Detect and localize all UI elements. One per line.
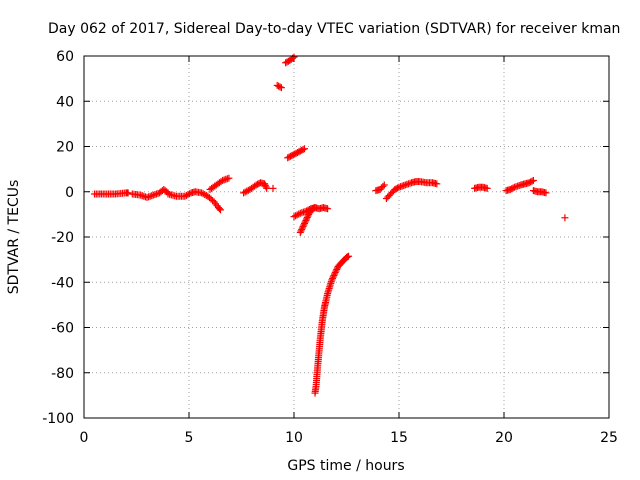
grid: [84, 56, 609, 418]
data-point: [295, 210, 303, 218]
y-tick-label: -40: [51, 275, 74, 291]
data-point: [181, 192, 189, 200]
data-point: [324, 205, 332, 213]
data-point: [561, 214, 569, 222]
data-point: [215, 205, 223, 213]
data-point: [299, 146, 307, 154]
data-point: [240, 189, 248, 197]
data-point: [380, 181, 388, 189]
data-point: [542, 189, 550, 197]
data-point: [345, 252, 353, 260]
data-point: [276, 83, 284, 91]
data-point: [301, 219, 308, 227]
data-point: [300, 221, 308, 229]
data-point: [331, 270, 339, 278]
x-tick-label: 0: [80, 430, 89, 446]
data-point: [329, 274, 336, 282]
y-tick-label: 0: [65, 185, 74, 201]
data-point: [330, 271, 338, 279]
data-point: [124, 189, 132, 197]
data-point: [269, 184, 277, 192]
data-point: [301, 145, 308, 153]
data-point: [290, 53, 298, 61]
y-axis-label: SDTVAR / TECUs: [6, 180, 22, 295]
data-point: [292, 212, 300, 220]
data-point: [299, 222, 307, 230]
data-point: [209, 197, 217, 205]
data-point: [302, 216, 310, 224]
data-point: [261, 181, 269, 189]
data-point: [303, 213, 311, 221]
x-tick-label: 20: [495, 430, 513, 446]
axis-ticks: 0 5 10 15 20 25 -100 -80 -60 -40 -20 0 20 40 60: [42, 49, 618, 446]
x-axis-label: GPS time / hours: [287, 458, 404, 474]
y-tick-label: 20: [56, 140, 74, 156]
data-point: [483, 184, 491, 192]
data-point: [261, 180, 269, 188]
data-point: [201, 191, 209, 199]
data-point: [186, 190, 194, 198]
x-tick-label: 25: [600, 430, 618, 446]
data-point: [433, 180, 441, 188]
x-tick-label: 5: [185, 430, 194, 446]
data-point: [332, 267, 340, 275]
data-point: [217, 178, 225, 186]
data-points: [91, 53, 569, 397]
data-point: [298, 224, 306, 232]
data-point: [225, 174, 233, 182]
chart-title: Day 062 of 2017, Sidereal Day-to-day VTE…: [48, 21, 620, 37]
data-point: [199, 190, 207, 198]
data-point: [298, 225, 306, 233]
data-point: [277, 84, 285, 92]
data-point: [328, 276, 336, 284]
y-tick-label: -80: [51, 366, 74, 382]
x-tick-label: 15: [390, 430, 408, 446]
data-point: [297, 227, 305, 235]
y-tick-label: -60: [51, 321, 74, 337]
data-point: [241, 188, 249, 196]
data-point: [293, 211, 301, 219]
y-tick-label: 40: [56, 94, 74, 110]
data-point: [329, 273, 337, 281]
plot-frame: [83, 55, 610, 419]
data-point: [303, 215, 311, 223]
data-point: [198, 189, 206, 197]
data-point: [331, 268, 339, 276]
y-tick-label: -100: [42, 411, 74, 427]
data-point: [509, 184, 517, 192]
data-point: [529, 176, 537, 184]
data-point: [184, 191, 192, 199]
data-point: [296, 228, 304, 236]
data-point: [182, 191, 190, 199]
data-point: [333, 265, 341, 273]
data-point: [379, 182, 387, 190]
data-point: [262, 183, 270, 191]
data-point: [243, 187, 251, 195]
y-tick-label: -20: [51, 230, 74, 246]
data-point: [394, 184, 402, 192]
y-tick-label: 60: [56, 49, 74, 65]
data-point: [528, 177, 536, 185]
x-tick-label: 10: [285, 430, 303, 446]
data-point: [217, 206, 224, 214]
data-point: [290, 213, 298, 221]
data-point: [301, 218, 309, 226]
data-point: [263, 184, 271, 192]
